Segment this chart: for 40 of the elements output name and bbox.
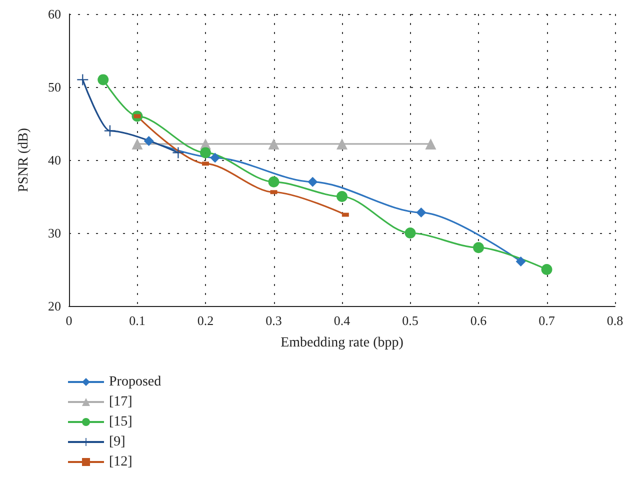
y-axis-title: PSNR (dB)	[16, 128, 32, 192]
x-tick-label: 0.4	[334, 313, 351, 328]
point	[416, 208, 426, 218]
point	[541, 264, 552, 275]
y-tick-label: 20	[48, 298, 61, 314]
y-tick-label: 50	[48, 80, 61, 94]
x-tick-label: 0.3	[266, 313, 282, 328]
point	[308, 176, 318, 187]
point	[516, 256, 526, 266]
point	[425, 138, 436, 150]
point	[268, 176, 280, 188]
x-tick-label: 0.1	[129, 313, 146, 328]
x-tick-label: 0	[66, 313, 72, 328]
point	[336, 191, 348, 202]
point	[132, 138, 143, 150]
x-tick-label: 0.7	[538, 313, 556, 328]
point	[104, 125, 116, 136]
legend-label: [15]	[109, 414, 132, 430]
point	[336, 138, 348, 150]
y-tick-label: 60	[48, 6, 61, 22]
point	[77, 74, 88, 86]
x-tick-label: 0.5	[402, 313, 418, 328]
point	[144, 136, 154, 146]
point	[404, 228, 416, 238]
legend-label: [9]	[109, 434, 126, 450]
point	[200, 147, 211, 158]
y-tick-label: 40	[48, 152, 61, 168]
point	[172, 147, 184, 158]
point	[98, 74, 109, 86]
y-tick-label: 30	[48, 226, 61, 240]
x-tick-label: 0.8	[606, 313, 624, 328]
x-tick-label: 0.6	[470, 313, 488, 328]
point	[210, 152, 220, 163]
legend-label: [17]	[109, 394, 132, 410]
x-axis-title: Embedding rate (bpp)	[280, 336, 404, 350]
legend-label: [12]	[109, 454, 132, 470]
legend-label: Proposed	[109, 374, 162, 390]
point	[473, 242, 484, 254]
point	[268, 138, 280, 150]
x-tick-label: 0.2	[197, 313, 214, 328]
